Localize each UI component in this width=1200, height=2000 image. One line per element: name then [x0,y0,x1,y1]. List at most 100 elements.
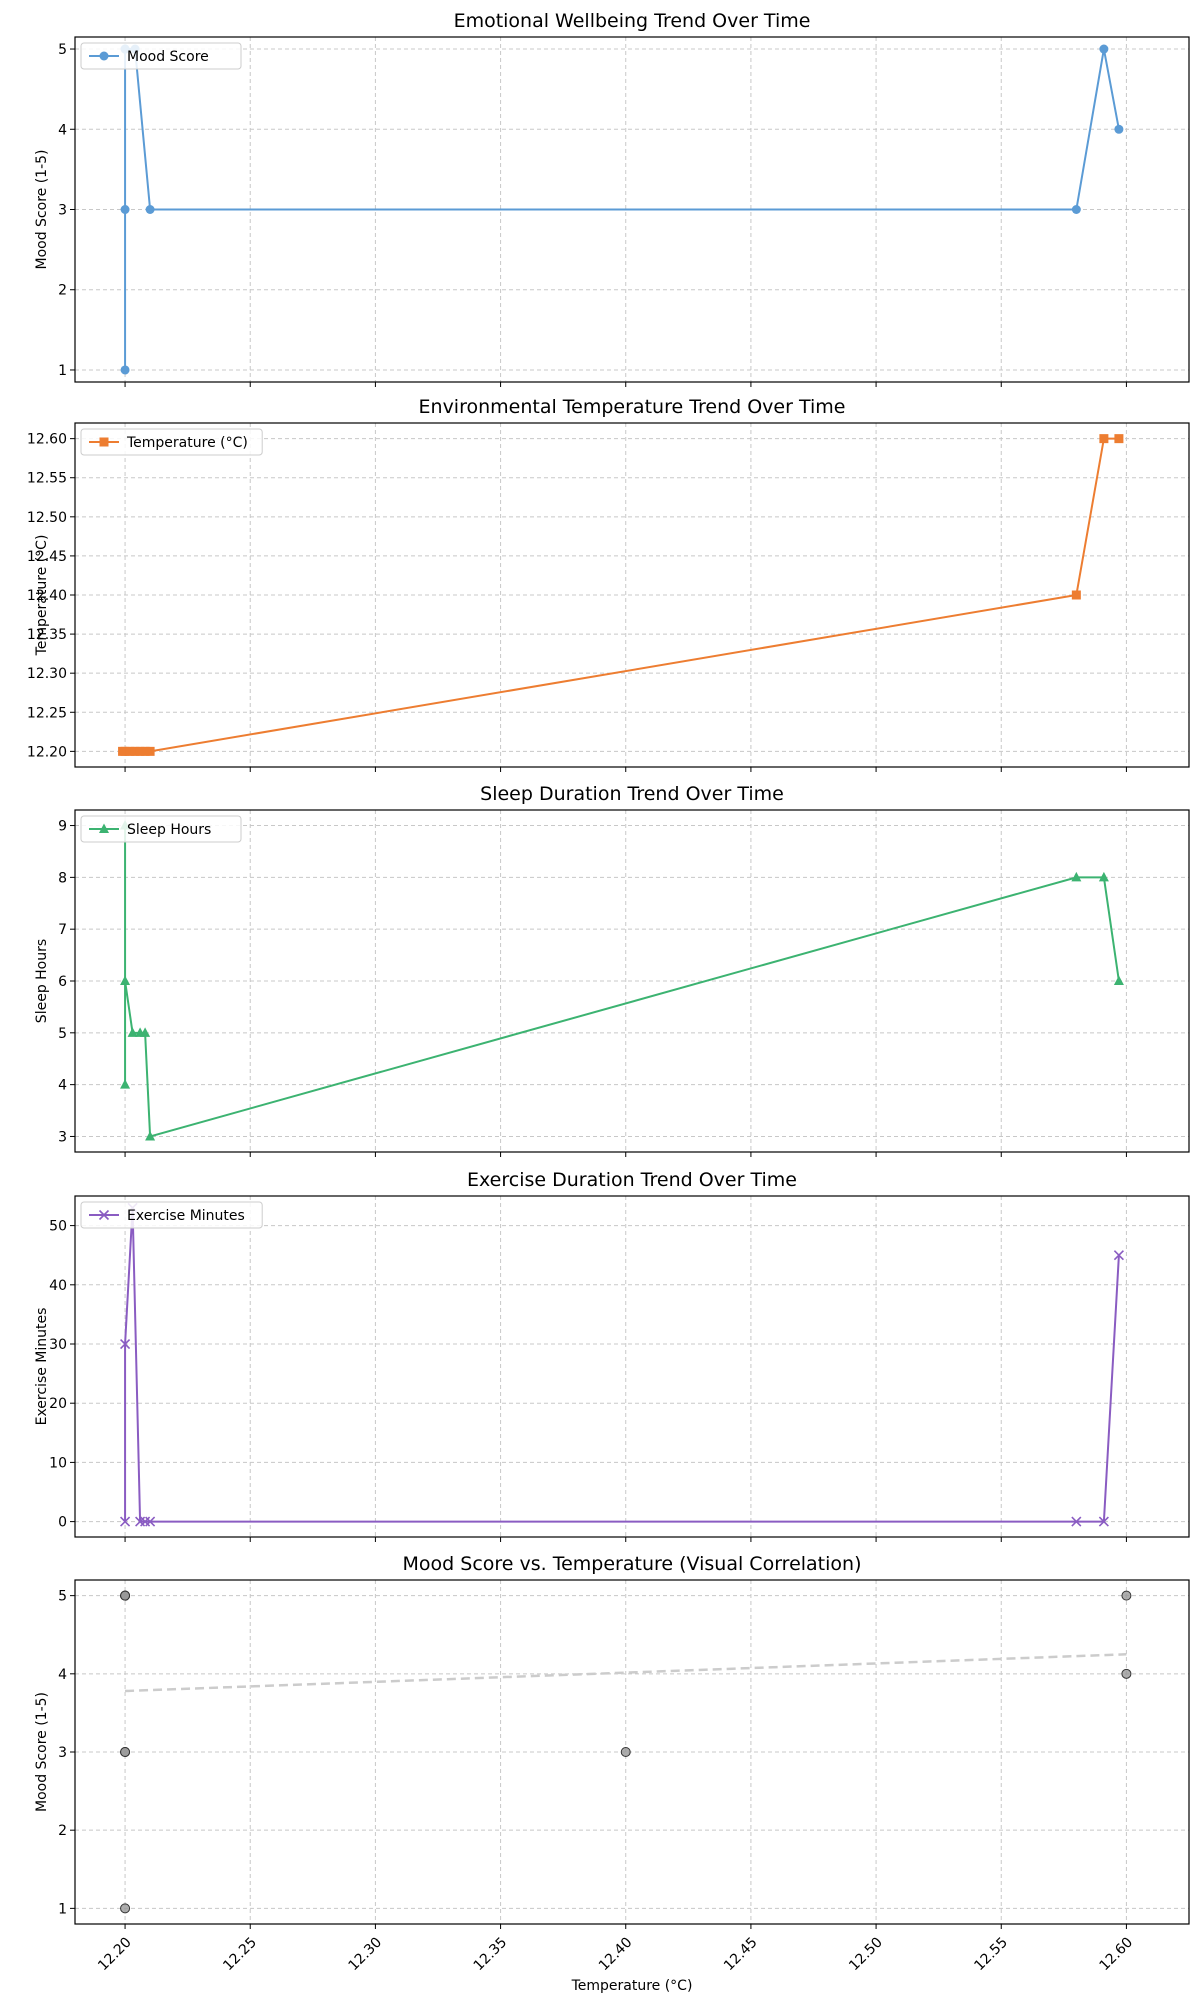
x-tick-label: 12.40 [596,1934,636,1974]
legend-entry: Mood Score [127,49,209,65]
x-tick-label: 12.35 [471,1934,511,1974]
data-point [127,1027,138,1037]
x-axis-label: Temperature (°C) [571,1978,693,1994]
legend-box [80,42,242,70]
data-point [120,975,131,985]
x-tick-label: 12.60 [1097,1934,1137,1974]
data-point [120,365,130,375]
y-axis-label: Mood Score (1-5) [34,150,50,270]
x-tick-label: 12.20 [95,1934,135,1974]
chart-title: Exercise Duration Trend Over Time [467,1169,797,1191]
legend: Sleep Hours [80,815,242,843]
data-point [1099,44,1109,54]
data-point [1071,590,1081,600]
y-tick-label: 2 [58,1823,67,1839]
legend-box [80,1201,263,1229]
y-tick-label: 5 [58,1026,67,1042]
chart-panel-1: 1 2 3 4 5 Emotional Wellbeing Trend Over Time… [34,10,1190,387]
data-point [120,1903,131,1914]
data-point [125,746,135,756]
data-point [1113,975,1124,985]
y-tick-label: 4 [58,1078,67,1094]
data-point [1114,124,1124,134]
y-tick-label: 1 [58,363,67,379]
plot-area [120,44,1124,375]
data-point [1098,871,1109,882]
y-tick-label: 6 [58,974,67,990]
legend-box [80,815,242,843]
y-tick-label: 12.35 [27,627,67,643]
plot-area [118,434,1124,756]
data-point [145,1516,156,1527]
plot-area [120,820,1124,1141]
plot-area [120,1590,1132,1914]
y-tick-label: 12.30 [27,666,67,682]
data-point [120,1590,131,1601]
legend-entry: Sleep Hours [127,822,211,838]
data-point [1071,1516,1082,1527]
x-tick-label: 12.45 [721,1934,761,1974]
data-point [1121,1590,1132,1601]
y-axis-label: Temperature (°C) [34,535,50,657]
y-tick-label: 12.25 [27,705,67,721]
legend-swatch-marker [99,51,109,61]
data-point [120,205,130,214]
chart-title: Sleep Duration Trend Over Time [480,783,784,805]
y-tick-label: 3 [58,1129,67,1145]
data-point [120,1516,131,1527]
data-point [1071,871,1082,882]
data-point [120,746,130,756]
chart-panel-3: 3 4 5 6 7 8 9 Sleep Duration Trend Over Time Sle… [34,783,1190,1157]
y-tick-label: 30 [49,1337,67,1353]
series-line [124,1207,1120,1523]
x-tick-label: 12.25 [220,1934,260,1974]
data-point [145,205,155,214]
chart-title: Mood Score vs. Temperature (Visual Corre… [403,1553,862,1575]
axes-frame [74,809,1190,1153]
axes-frame [74,1579,1190,1925]
legend: Temperature (°C) [80,428,263,456]
y-axis-label: Sleep Hours [34,939,50,1023]
y-tick-label: 7 [58,922,67,938]
data-point [120,1079,131,1089]
data-point [140,746,150,756]
series-line [124,48,1120,370]
data-point [1114,434,1124,444]
y-axis-label: Mood Score (1-5) [34,1692,50,1812]
data-point [135,746,145,756]
data-point [130,746,140,756]
data-point [140,1027,151,1037]
y-tick-label: 12.55 [27,471,67,487]
y-tick-label: 10 [49,1455,67,1471]
legend-swatch-marker [99,437,109,447]
legend-box [80,428,263,456]
y-tick-label: 8 [58,870,67,886]
y-tick-label: 4 [58,1667,67,1683]
y-tick-label: 20 [49,1396,67,1412]
chart-title: Emotional Wellbeing Trend Over Time [454,10,811,32]
legend-swatch-marker [98,1209,110,1221]
legend-swatch-marker [99,823,109,833]
y-tick-label: 5 [58,42,67,58]
data-point [1113,1250,1124,1261]
data-point [1099,434,1109,444]
plot-area [120,1202,1124,1527]
chart-panel-2: 12.20 12.25 12.30 12.35 12.40 12.45 12.50 12.55… [27,396,1190,772]
y-tick-label: 12.50 [27,510,67,526]
data-point [1098,1516,1109,1527]
axes-frame [74,1195,1190,1538]
data-point [1121,1668,1132,1679]
y-tick-label: 4 [58,122,67,138]
y-tick-label: 3 [58,203,67,219]
x-tick-label: 12.55 [971,1934,1011,1974]
legend: Mood Score [80,42,242,70]
axes-frame [74,36,1190,383]
chart-title: Environmental Temperature Trend Over Tim… [419,396,846,418]
y-tick-label: 2 [58,283,67,299]
chart-panel-5: 1 2 3 4 5 12.20 12.25 12.30 12.35 12.40 12.45 12.50… [34,1553,1190,1994]
data-point [1071,205,1081,214]
data-point [145,1130,156,1141]
legend-entry: Temperature (°C) [126,435,248,451]
data-point [145,746,155,756]
y-tick-label: 5 [58,1589,67,1605]
